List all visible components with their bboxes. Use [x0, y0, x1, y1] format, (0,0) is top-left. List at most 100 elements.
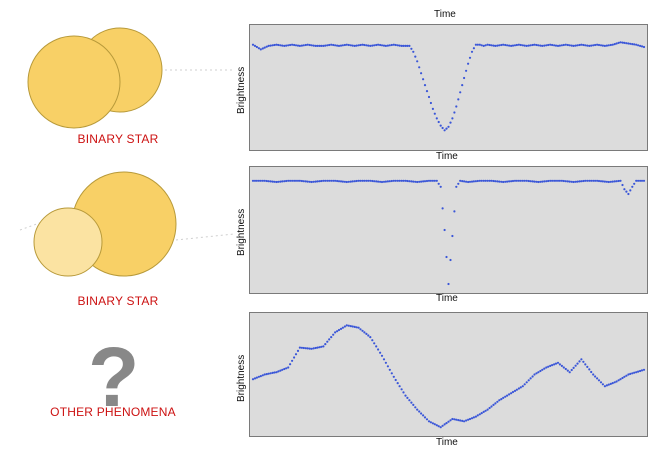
data-point: [476, 414, 479, 417]
data-point: [482, 44, 485, 47]
data-point: [488, 406, 491, 410]
data-point: [531, 375, 534, 378]
data-point: [332, 179, 335, 182]
data-point: [371, 44, 374, 47]
data-point: [553, 44, 556, 47]
data-point: [502, 43, 505, 46]
data-point: [627, 192, 630, 196]
data-point: [261, 179, 264, 182]
data-point: [416, 60, 419, 63]
data-point: [336, 44, 339, 47]
data-point: [635, 179, 638, 182]
data-point: [251, 378, 255, 381]
data-point: [316, 346, 319, 349]
lightcurve-plot-top: [249, 24, 648, 151]
data-point: [334, 44, 337, 47]
data-point: [287, 366, 290, 369]
data-point: [369, 336, 372, 339]
data-point: [531, 43, 534, 47]
data-point: [275, 43, 278, 46]
data-point: [488, 43, 491, 47]
data-point: [318, 180, 321, 183]
star-front: [27, 35, 121, 129]
data-point: [298, 44, 301, 47]
data-point: [529, 377, 532, 380]
data-point: [459, 419, 462, 422]
data-point: [635, 43, 638, 46]
row-label-binary-star: BINARY STAR: [77, 294, 159, 308]
data-point: [545, 366, 548, 369]
data-point: [517, 43, 520, 46]
data-point: [310, 347, 313, 350]
data-point: [412, 180, 415, 183]
data-point: [596, 179, 599, 182]
data-point: [318, 346, 321, 349]
data-point: [554, 179, 558, 182]
data-point: [392, 179, 395, 182]
data-point: [508, 180, 511, 183]
data-point: [615, 180, 618, 183]
data-point: [390, 43, 393, 47]
data-point: [633, 43, 636, 46]
data-point: [294, 179, 298, 182]
data-point: [603, 385, 606, 388]
data-point: [308, 347, 311, 350]
data-point: [447, 125, 450, 128]
data-point: [433, 179, 436, 182]
data-point: [339, 327, 343, 330]
data-point: [398, 179, 401, 182]
data-point: [382, 358, 386, 361]
data-point: [320, 345, 323, 348]
data-point: [637, 44, 640, 47]
data-point: [474, 415, 477, 418]
data-point: [541, 44, 544, 47]
data-point: [447, 420, 450, 423]
data-point: [529, 44, 532, 47]
data-point: [273, 43, 276, 47]
data-point: [465, 69, 468, 72]
data-point: [543, 367, 546, 370]
y-axis-label-bottom: Brightness: [236, 354, 247, 402]
data-point: [351, 325, 354, 328]
data-point: [306, 347, 309, 350]
data-point: [537, 44, 540, 47]
data-point: [633, 182, 636, 185]
data-point: [510, 392, 513, 395]
data-point: [607, 383, 610, 386]
data-point: [603, 44, 606, 47]
data-point: [498, 399, 501, 402]
data-point: [328, 179, 331, 182]
data-point: [433, 423, 436, 426]
data-point: [281, 180, 284, 183]
data-point: [418, 180, 421, 183]
data-point: [580, 180, 583, 183]
data-point: [494, 402, 497, 405]
data-point: [418, 410, 421, 413]
data-point: [349, 44, 352, 47]
data-point: [431, 179, 434, 182]
data-point: [404, 44, 407, 47]
data-point: [373, 180, 376, 183]
data-point: [281, 368, 284, 371]
data-point: [306, 180, 309, 183]
data-point: [265, 179, 268, 183]
data-point: [535, 180, 538, 183]
data-point: [517, 387, 520, 390]
data-point: [597, 179, 601, 183]
data-point: [633, 371, 636, 374]
data-point: [267, 372, 270, 375]
data-point: [445, 422, 448, 425]
data-point: [599, 381, 603, 384]
data-point: [603, 180, 606, 183]
data-point: [560, 179, 563, 182]
row-binary-star-1: BINARY STAR Time Brightness Time: [0, 0, 659, 162]
data-point: [472, 416, 475, 419]
data-point: [359, 179, 362, 182]
data-point: [291, 43, 294, 46]
data-point: [574, 180, 577, 183]
data-point: [289, 179, 292, 182]
data-point: [576, 362, 579, 365]
data-point: [416, 180, 419, 184]
data-point: [619, 41, 622, 44]
data-point: [353, 180, 356, 183]
